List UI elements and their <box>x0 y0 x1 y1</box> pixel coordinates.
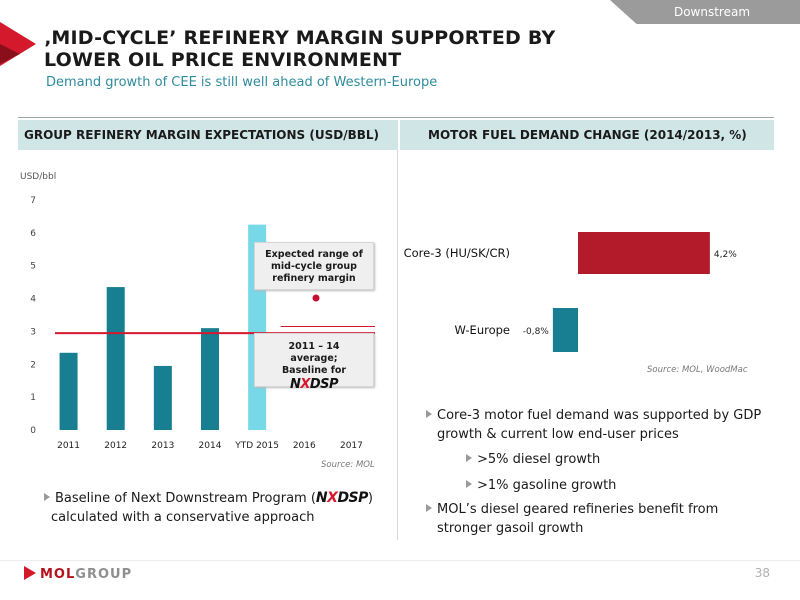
baseline-average-callout: 2011 – 14 average; Baseline for NXDSP <box>254 333 374 391</box>
mid-cycle-range-text: Expected range of mid-cycle group refine… <box>265 249 363 284</box>
section-header-band <box>18 120 774 150</box>
right-source-note: Source: MOL, WoodMac <box>647 365 748 375</box>
page-subtitle: Demand growth of CEE is still well ahead… <box>46 75 438 90</box>
nxdsp-logo: NXDSP <box>289 377 339 392</box>
brand-triangle-shadow-icon <box>0 44 20 64</box>
baseline-average-text: 2011 – 14 average; Baseline for <box>281 341 347 376</box>
company-logo: MOLGROUP <box>24 566 132 582</box>
right-bullet-3: >1% gasoline growth <box>466 476 616 495</box>
left-bullet: Baseline of Next Downstream Program (NXD… <box>44 489 373 527</box>
x-tick-label: 2012 <box>104 441 127 451</box>
title-line-2: LOWER OIL PRICE ENVIRONMENT <box>44 49 402 71</box>
y-tick-label: 4 <box>30 295 36 305</box>
logo-triangle-icon <box>24 566 36 580</box>
x-tick-label: YTD 2015 <box>234 441 279 451</box>
nxdsp-logo-inline: NXDSP <box>315 490 368 506</box>
title-line-1: ‚MID-CYCLE’ REFINERY MARGIN SUPPORTED BY <box>44 27 556 49</box>
y-tick-label: 2 <box>30 360 36 370</box>
bullet-arrow-icon <box>466 454 472 462</box>
header-divider <box>398 120 400 150</box>
bar-2012 <box>106 287 125 430</box>
fuel-demand-chart: Core-3 (HU/SK/CR) 4,2% W-Europe -0,8% <box>404 232 737 352</box>
bar-2011 <box>59 352 78 430</box>
y-tick-label: 5 <box>30 262 36 272</box>
refinery-margin-chart: 0 1 2 3 4 5 6 7 2011 2012 2013 2014 YTD 2015 2016 2017 <box>30 196 375 451</box>
value-label: 4,2% <box>714 250 737 260</box>
bullet-arrow-icon <box>466 480 472 488</box>
bar-2014 <box>201 328 219 430</box>
mid-cycle-range-callout: Expected range of mid-cycle group refine… <box>254 242 374 290</box>
header-rule-top <box>18 117 774 118</box>
left-source-note: Source: MOL <box>321 460 375 470</box>
x-tick-label: 2017 <box>340 441 363 451</box>
bullet-arrow-icon <box>426 504 432 512</box>
x-tick-label: 2016 <box>293 441 316 451</box>
bar-core-3 <box>578 232 710 274</box>
category-label: W-Europe <box>455 323 511 337</box>
x-tick-label: 2013 <box>151 441 174 451</box>
right-bullet-4: MOL’s diesel geared refineries benefit f… <box>426 500 718 538</box>
left-section-header: GROUP REFINERY MARGIN EXPECTATIONS (USD/… <box>24 128 380 142</box>
footer-rule <box>0 560 800 561</box>
value-label: -0,8% <box>523 327 550 337</box>
right-section-header: MOTOR FUEL DEMAND CHANGE (2014/2013, %) <box>428 128 747 142</box>
y-tick-label: 1 <box>30 393 36 403</box>
bar-w-europe <box>552 308 578 352</box>
x-tick-label: 2014 <box>199 441 222 451</box>
bar-2013 <box>153 365 172 430</box>
right-bullet-1: Core-3 motor fuel demand was supported b… <box>426 406 761 444</box>
y-axis-unit: USD/bbl <box>20 172 57 182</box>
page-title: ‚MID-CYCLE’ REFINERY MARGIN SUPPORTED BY… <box>44 27 555 71</box>
bullet-arrow-icon <box>426 410 432 418</box>
y-tick-label: 7 <box>30 196 36 206</box>
page-number: 38 <box>754 566 770 580</box>
bullet-arrow-icon <box>44 493 50 501</box>
section-tag: Downstream <box>610 0 800 24</box>
range-marker <box>312 294 320 302</box>
category-label: Core-3 (HU/SK/CR) <box>404 246 510 260</box>
column-divider <box>397 150 398 540</box>
y-tick-label: 6 <box>30 229 36 239</box>
right-bullet-2: >5% diesel growth <box>466 450 600 469</box>
y-tick-label: 0 <box>30 426 36 436</box>
x-tick-label: 2011 <box>57 441 80 451</box>
y-tick-label: 3 <box>30 327 36 337</box>
